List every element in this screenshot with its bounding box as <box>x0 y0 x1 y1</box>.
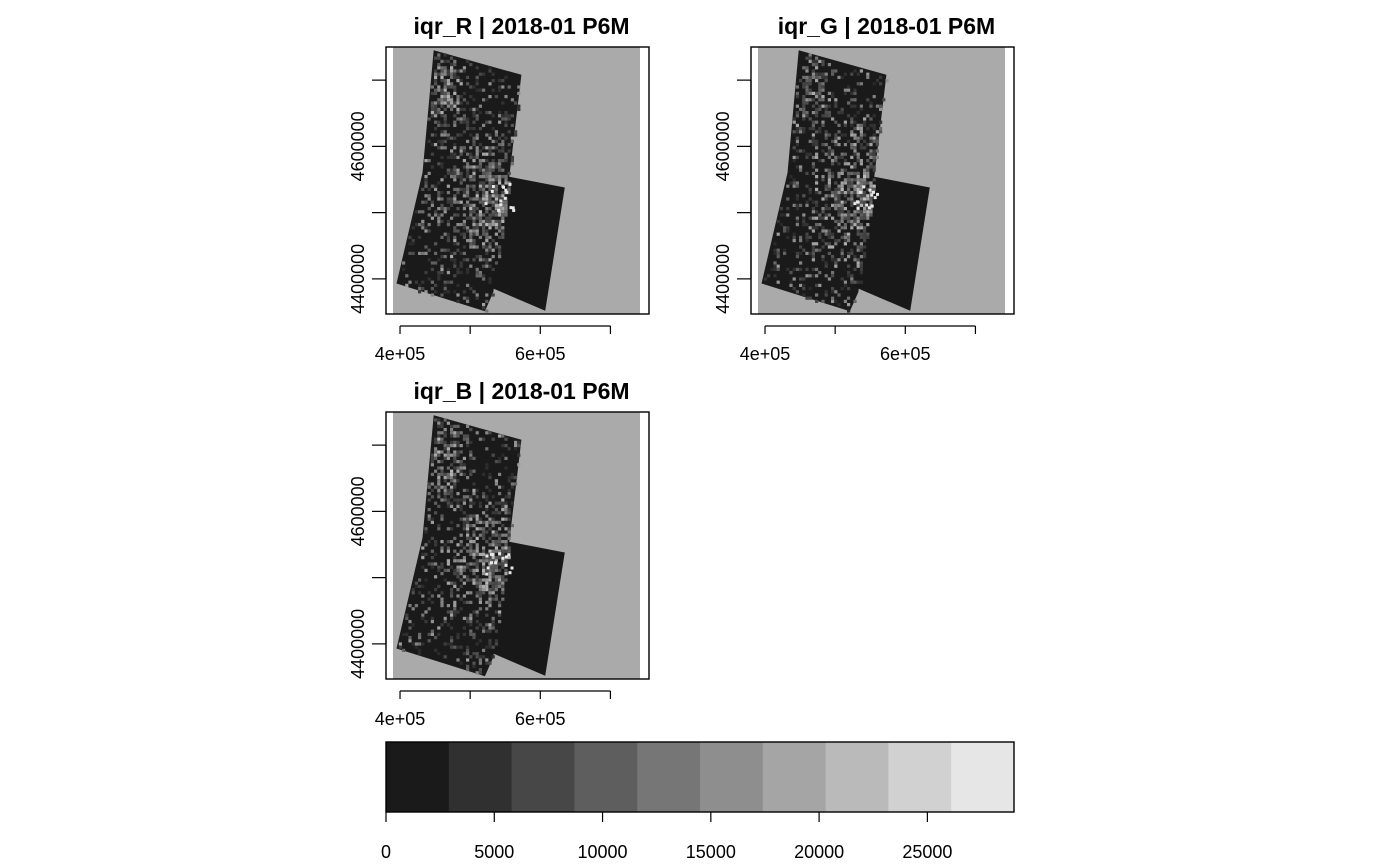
legend-swatch <box>951 742 1015 812</box>
raster-footprint-east <box>854 176 930 311</box>
raster-footprint-east <box>489 176 565 311</box>
map-panel-3: iqr_B | 2018-01 P6M 4e+05 6e+05 4600000 4400… <box>348 378 650 729</box>
raster-texture <box>398 418 521 675</box>
legend-swatch <box>637 742 701 812</box>
y-tick-label: 4600000 <box>348 476 368 546</box>
legend-swatch <box>448 742 513 812</box>
legend-swatch <box>888 742 952 812</box>
panel-title: iqr_R | 2018-01 P6M <box>413 13 629 39</box>
raster-texture <box>402 53 521 313</box>
y-tick-label: 4400000 <box>348 244 368 314</box>
legend-tick-label: 25000 <box>902 842 952 862</box>
x-tick-label: 4e+05 <box>740 344 791 364</box>
legend-tick-label: 0 <box>381 842 391 862</box>
y-tick-label: 4600000 <box>713 111 733 181</box>
legend-tick-label: 20000 <box>794 842 844 862</box>
map-panel-2: iqr_G | 2018-01 P6M 4e+05 6e+05 4600000 4400… <box>713 13 1015 364</box>
x-tick-label: 6e+05 <box>515 344 566 364</box>
legend-tick-label: 10000 <box>578 842 628 862</box>
raster-texture <box>763 53 889 313</box>
panel-title: iqr_B | 2018-01 P6M <box>413 378 629 404</box>
legend-swatch <box>762 742 827 812</box>
panel-title: iqr_G | 2018-01 P6M <box>778 13 995 39</box>
legend-swatch <box>574 742 638 812</box>
legend-swatch <box>700 742 764 812</box>
map-panel-1: iqr_R | 2018-01 P6M 4e+05 6e+05 4600000 4400… <box>348 13 650 364</box>
legend-tick-label: 15000 <box>686 842 736 862</box>
legend-swatch <box>386 742 450 812</box>
legend-swatch <box>825 742 889 812</box>
legend-frame <box>385 741 1015 813</box>
y-tick-label: 4400000 <box>348 609 368 679</box>
legend-swatch <box>511 742 575 812</box>
y-tick-label: 4600000 <box>348 111 368 181</box>
x-tick-label: 6e+05 <box>515 709 566 729</box>
x-tick-label: 4e+05 <box>375 709 426 729</box>
raster-footprint-east <box>489 541 565 676</box>
x-tick-label: 6e+05 <box>880 344 931 364</box>
legend-tick-label: 5000 <box>474 842 514 862</box>
color-legend: 0 5000 10000 15000 20000 25000 <box>381 741 1015 862</box>
y-tick-label: 4400000 <box>713 244 733 314</box>
x-tick-label: 4e+05 <box>375 344 426 364</box>
